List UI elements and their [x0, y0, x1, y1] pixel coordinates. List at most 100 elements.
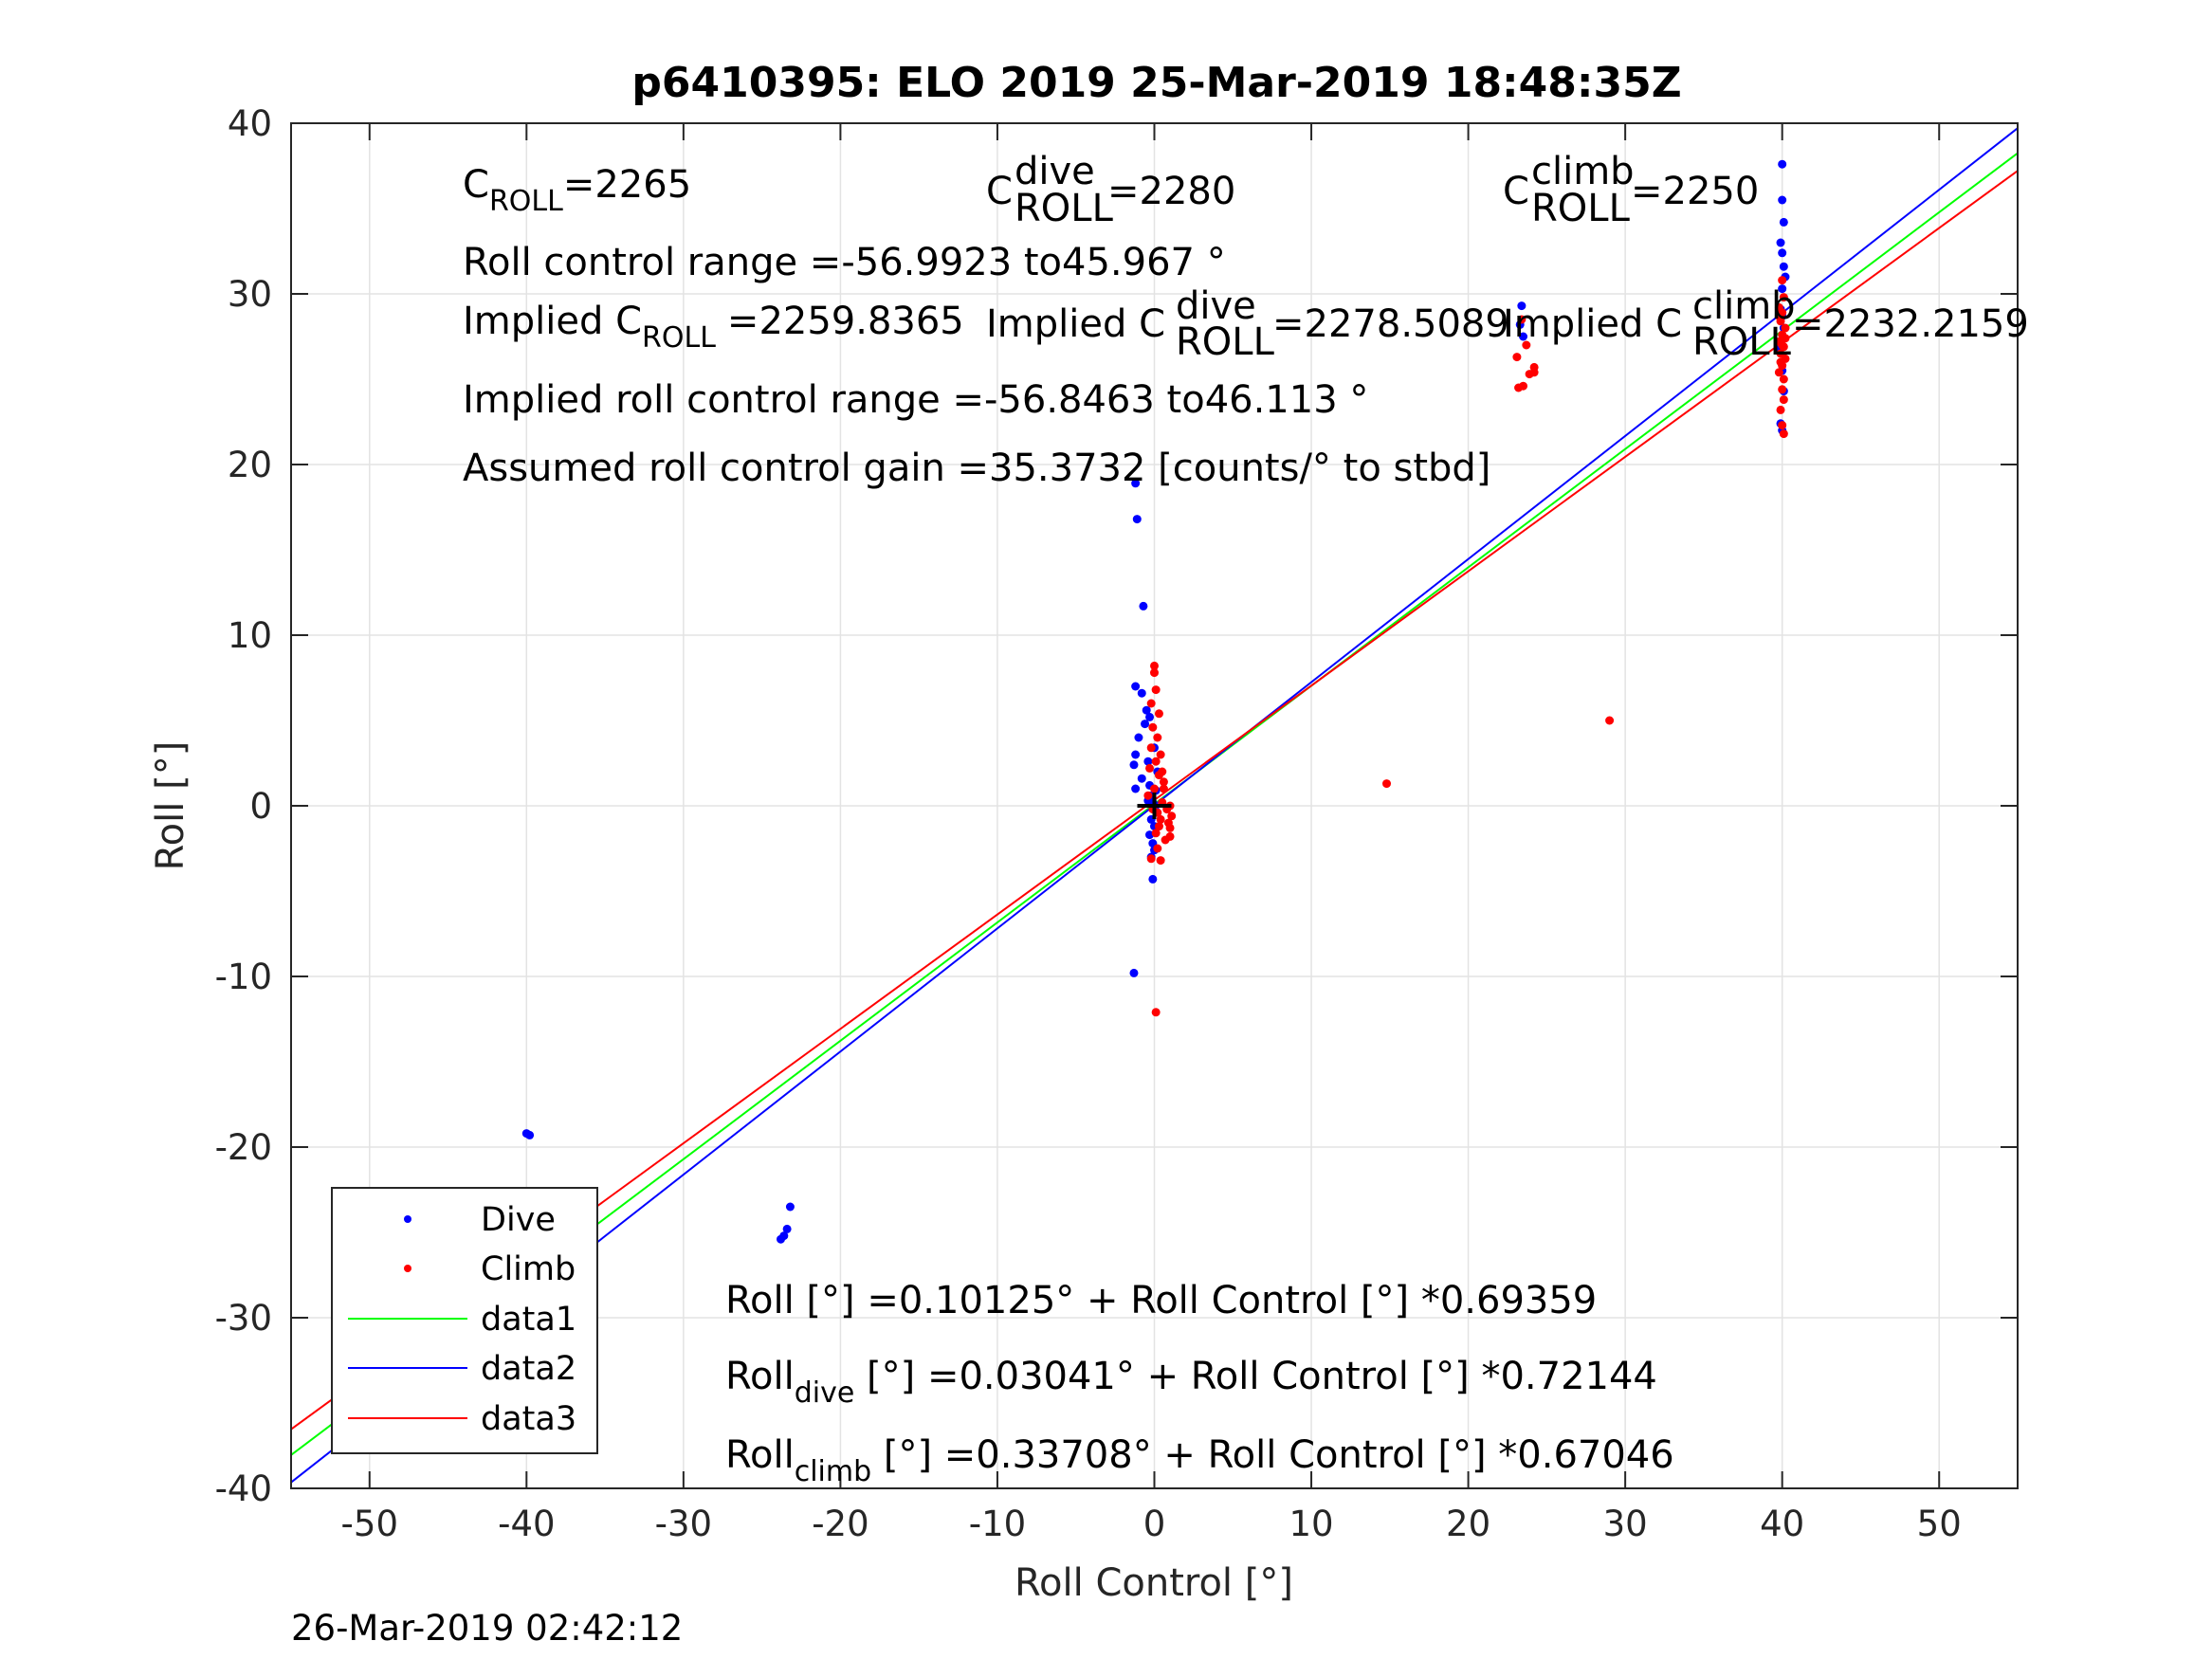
point-climb [1159, 777, 1168, 787]
point-climb [1774, 368, 1783, 377]
y-tick-label: 40 [228, 103, 272, 144]
x-tick-label: 20 [1446, 1504, 1490, 1544]
point-dive [1779, 262, 1788, 271]
point-dive [1779, 217, 1788, 227]
point-dive [1778, 248, 1787, 258]
c-roll-annotation: CROLL=2265 [463, 163, 691, 218]
zero-marker [1137, 793, 1172, 819]
point-climb [1522, 340, 1531, 350]
point-climb [1519, 381, 1528, 391]
x-tick-label: 50 [1917, 1504, 1962, 1544]
point-dive [1142, 705, 1151, 715]
implied-c-roll-climb-sub: ROLL [1692, 320, 1792, 364]
legend-dive-marker [404, 1215, 411, 1223]
point-climb [1154, 822, 1163, 831]
y-tick-label: 10 [228, 615, 272, 656]
point-climb [1778, 340, 1787, 350]
point-climb [1154, 709, 1163, 719]
legend: Dive Climb data1 data2 data3 [331, 1187, 598, 1454]
point-dive [1129, 968, 1139, 977]
point-climb [1145, 763, 1155, 773]
implied-c-roll-climb-sup: climb [1692, 284, 1796, 328]
c-roll-dive-sup: dive [1015, 150, 1095, 193]
fit-climb-annotation: Rollclimb [°] =0.33708° + Roll Control [… [725, 1433, 1674, 1488]
x-tick-label: 10 [1289, 1504, 1333, 1544]
y-tick-label: -40 [215, 1468, 272, 1509]
axis-ticks [291, 122, 2018, 1489]
point-dive [1778, 159, 1787, 169]
point-climb [1159, 784, 1168, 793]
y-tick-label: 20 [228, 445, 272, 485]
point-dive [1778, 284, 1787, 294]
x-tick-label: -40 [498, 1504, 555, 1544]
point-climb [1153, 844, 1162, 853]
point-dive [779, 1231, 789, 1241]
legend-dive-label: Dive [481, 1201, 556, 1239]
y-tick-label: 0 [249, 786, 272, 827]
y-axis-label: Roll [°] [149, 741, 192, 871]
point-climb [1529, 368, 1539, 377]
point-climb [1781, 334, 1790, 343]
point-climb [1605, 716, 1615, 725]
y-tick-label: -20 [215, 1127, 272, 1168]
point-climb [1150, 784, 1159, 793]
legend-data3-label: data3 [481, 1400, 576, 1438]
point-climb [1151, 685, 1161, 695]
point-dive [1137, 774, 1146, 783]
roll-range-annotation: Roll control range =-56.9923 to45.967 ° [463, 241, 1226, 284]
implied-c-roll-dive-annotation: Implied C [986, 302, 1165, 346]
implied-c-roll-dive-sup: dive [1176, 284, 1256, 328]
point-climb [1779, 395, 1788, 405]
c-roll-climb-sup: climb [1531, 150, 1635, 193]
point-climb [1382, 779, 1392, 789]
c-roll-dive-annotation: C [986, 170, 1013, 213]
implied-c-roll-dive-sub: ROLL [1176, 320, 1275, 364]
point-climb [1150, 668, 1159, 678]
point-climb [1156, 814, 1165, 824]
y-tick-label: -10 [215, 957, 272, 997]
implied-c-roll-annotation: Implied CROLL =2259.8365 [463, 300, 964, 355]
legend-climb-marker [404, 1265, 411, 1272]
point-climb [1778, 385, 1787, 394]
point-dive [785, 1202, 795, 1212]
x-tick-label: -20 [812, 1504, 868, 1544]
gain-annotation: Assumed roll control gain =35.3732 [coun… [463, 447, 1490, 490]
point-dive [1519, 332, 1528, 341]
point-climb [1517, 315, 1526, 324]
point-climb [1151, 757, 1161, 766]
point-climb [1165, 823, 1175, 832]
point-climb [1779, 429, 1788, 439]
point-climb [1146, 699, 1156, 708]
point-climb [1778, 276, 1787, 285]
point-climb [1151, 1008, 1161, 1017]
point-climb [1156, 750, 1165, 759]
point-dive [1134, 733, 1143, 742]
point-climb [1148, 722, 1158, 732]
point-dive [1776, 238, 1785, 247]
fit-all-annotation: Roll [°] =0.10125° + Roll Control [°] *0… [725, 1279, 1597, 1322]
point-climb [1146, 854, 1156, 864]
chart-title: p6410395: ELO 2019 25-Mar-2019 18:48:35Z [631, 59, 1681, 107]
y-tick-label: -30 [215, 1298, 272, 1339]
x-tick-label: 0 [1143, 1504, 1166, 1544]
point-climb [1156, 856, 1165, 866]
y-tick-label: 30 [228, 274, 272, 315]
x-tick-label: 30 [1603, 1504, 1648, 1544]
implied-c-roll-dive-value: =2278.5089 [1272, 302, 1509, 346]
fit-dive-annotation: Rolldive [°] =0.03041° + Roll Control [°… [725, 1355, 1657, 1410]
point-dive [1143, 757, 1153, 766]
point-climb [1158, 767, 1167, 776]
point-climb [1779, 374, 1788, 384]
point-climb [1781, 323, 1790, 333]
point-dive [1148, 874, 1158, 884]
point-climb [1776, 357, 1785, 367]
legend-data2-label: data2 [481, 1350, 576, 1388]
legend-box [331, 1187, 598, 1454]
point-climb [1146, 743, 1156, 753]
point-climb [1165, 831, 1175, 841]
point-climb [1778, 421, 1787, 430]
point-dive [1131, 750, 1141, 759]
point-climb [1143, 791, 1153, 800]
point-dive [525, 1130, 535, 1139]
